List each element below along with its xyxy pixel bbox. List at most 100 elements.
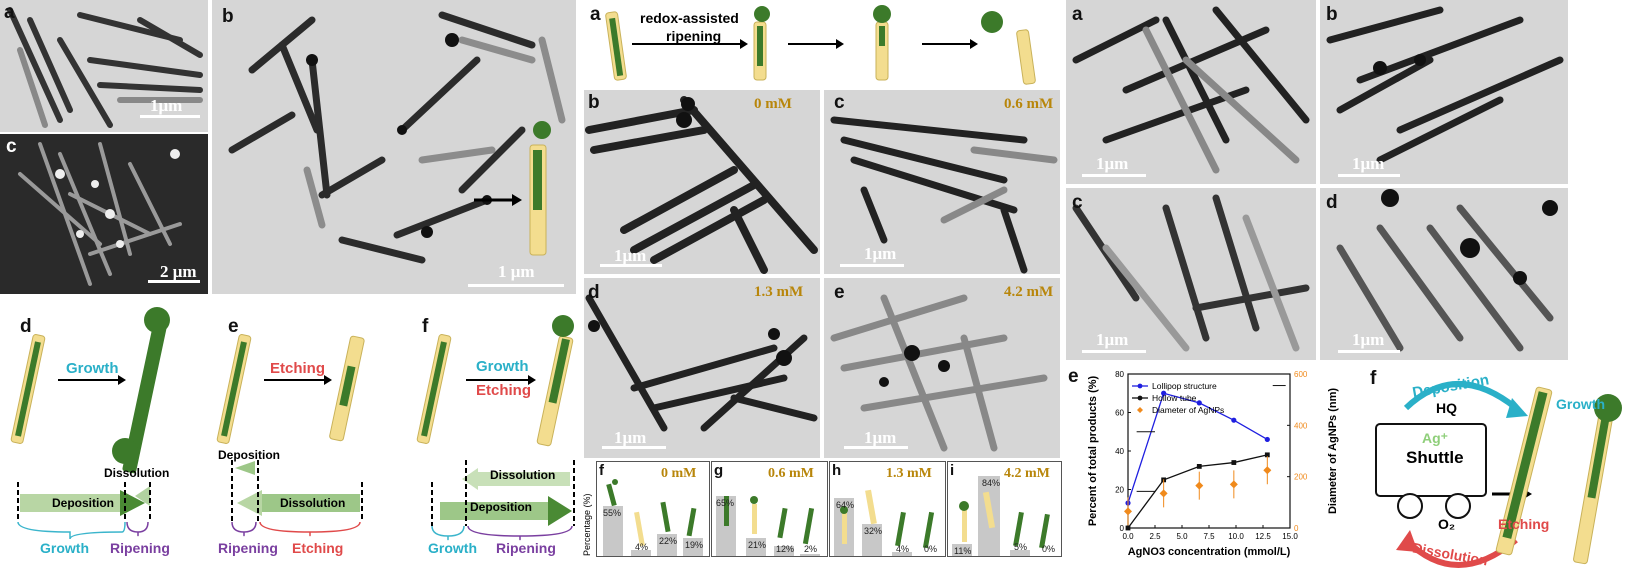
scale-label: 1μm — [150, 96, 183, 115]
percentage-value: 21% — [748, 540, 767, 550]
scale-bar — [1082, 350, 1146, 353]
label-dissolution: Dissolution — [104, 466, 170, 480]
scheme-text-ripening: ripening — [666, 28, 722, 44]
tem-image-middle-d: d 1.3 mM 1μm — [584, 278, 820, 458]
tem-image-right-b: b 1μm — [1320, 0, 1568, 184]
data-point — [1196, 400, 1202, 406]
panel-label-g: g — [714, 462, 724, 479]
panel-label-b: b — [222, 6, 234, 27]
data-point — [1159, 489, 1168, 498]
panel-label-f: f — [599, 462, 604, 479]
x-tick-label: 10.0 — [1228, 532, 1244, 541]
percentage-value: 12% — [776, 544, 795, 554]
arrow-label-etching: Etching — [270, 360, 325, 377]
brace-label-ripening: Ripening — [218, 540, 278, 556]
scale-label: 1μm — [1352, 154, 1385, 173]
x-axis-label: AgNO3 concentration (mmol/L) — [1128, 546, 1291, 558]
concentration-label: 0.6 mM — [1004, 96, 1054, 112]
panel-label-b: b — [588, 92, 600, 113]
scale-label: 1μm — [1096, 330, 1129, 349]
percentage-panel-g: g 0.6 mM 65% 21% 12% 2% — [711, 461, 828, 557]
legend-marker — [1137, 395, 1143, 401]
concentration-label: 1.3 mM — [754, 284, 804, 300]
data-point — [1264, 436, 1270, 443]
nanowire-drawing — [18, 142, 182, 286]
nanowire-drawing — [7, 7, 203, 128]
data-point — [1161, 390, 1167, 396]
tem-image-middle-c: c 0.6 mM 1μm — [824, 90, 1060, 274]
data-point — [1263, 466, 1272, 475]
scale-label: 1μm — [864, 244, 897, 263]
scale-bar — [140, 115, 200, 118]
scale-label: 1μm — [614, 428, 647, 447]
x-tick-label: 15.0 — [1282, 532, 1298, 541]
panel-label-f: f — [1370, 368, 1377, 389]
data-point — [1231, 417, 1237, 423]
label-growth: Growth — [1556, 396, 1605, 412]
panel-label-a: a — [4, 2, 15, 23]
data-point — [1264, 452, 1270, 458]
y-tick-label: 20 — [1115, 486, 1124, 495]
y2-axis-label: Diameter of AgNPs (nm) — [1327, 388, 1339, 514]
scale-label: 1μm — [614, 246, 647, 265]
percentage-value: 4% — [896, 544, 910, 554]
tem-image-middle-e: e 4.2 mM 1μm — [824, 278, 1060, 458]
scheme-d — [10, 307, 170, 540]
nanowire-drawing — [228, 11, 566, 264]
scale-bar — [148, 280, 200, 283]
y2-tick-label: 200 — [1294, 473, 1308, 482]
concentration-label: 4.2 mM — [1004, 466, 1050, 481]
arrow-label-growth: Growth — [66, 360, 119, 377]
data-point — [1125, 525, 1131, 531]
tem-image-left-a: a 1μm — [0, 0, 208, 132]
panel-label-e: e — [228, 316, 239, 337]
x-tick-label: 5.0 — [1176, 532, 1188, 541]
y2-tick-label: 600 — [1294, 370, 1308, 379]
data-point — [1229, 480, 1238, 489]
panel-label-d: d — [20, 316, 32, 337]
y-tick-label: 60 — [1115, 409, 1124, 418]
percentage-bars — [716, 496, 820, 556]
scale-label: 1 μm — [498, 262, 535, 281]
legend-label: Lollipop structure — [1152, 381, 1217, 391]
data-point — [1196, 464, 1202, 469]
tem-image-right-a: a 1μm — [1066, 0, 1316, 184]
y2-tick-label: 400 — [1294, 421, 1308, 430]
panel-label-c: c — [1072, 192, 1083, 213]
percentage-value: 22% — [659, 536, 678, 546]
percentage-value: 11% — [954, 546, 972, 556]
tem-image-left-b: b 1 μm — [212, 0, 576, 294]
panel-label-e: e — [834, 282, 845, 303]
concentration-label: 1.3 mM — [886, 466, 932, 481]
percentage-value: 64% — [836, 500, 855, 510]
label-deposition: Deposition — [470, 500, 532, 514]
label-shuttle: Shuttle — [1406, 448, 1464, 467]
scheme-text-redox: redox-assisted — [640, 10, 739, 26]
panel-label-h: h — [832, 462, 842, 479]
percentage-panel-i: i 4.2 mM 11% 84% 5% 0% — [947, 461, 1062, 557]
scheme-e — [216, 334, 365, 537]
label-o2: O₂ — [1438, 516, 1456, 532]
concentration-label: 0.6 mM — [768, 466, 814, 481]
panel-label-d: d — [1326, 192, 1338, 213]
legend-marker — [1137, 383, 1143, 389]
data-point — [1231, 460, 1237, 465]
x-tick-label: 2.5 — [1149, 532, 1161, 541]
line-chart: 0.0 2.5 5.0 7.5 10.0 12.5 15.00204060800200400… — [1087, 370, 1339, 558]
panel-label-c: c — [834, 92, 845, 113]
brace-label-growth: Growth — [40, 540, 89, 556]
panel-label-b: b — [1326, 4, 1338, 25]
scale-bar — [1338, 174, 1400, 177]
brace-label-ripening: Ripening — [110, 540, 170, 556]
tem-image-middle-b: b 0 mM 1μm — [584, 90, 820, 274]
panel-label-e: e — [1068, 366, 1079, 387]
x-tick-label: 0.0 — [1122, 532, 1134, 541]
scale-bar — [468, 284, 564, 287]
percentage-bars — [952, 476, 1050, 556]
arrow-label-growth: Growth — [476, 358, 529, 375]
legend-label: Diameter of AgNPs — [1152, 405, 1224, 415]
panel-label-f: f — [422, 316, 429, 337]
scale-bar — [600, 264, 662, 267]
percentage-panel-f: f 0 mM 55% 4% 22% 19% — [596, 461, 710, 557]
legend-marker — [1137, 407, 1143, 413]
